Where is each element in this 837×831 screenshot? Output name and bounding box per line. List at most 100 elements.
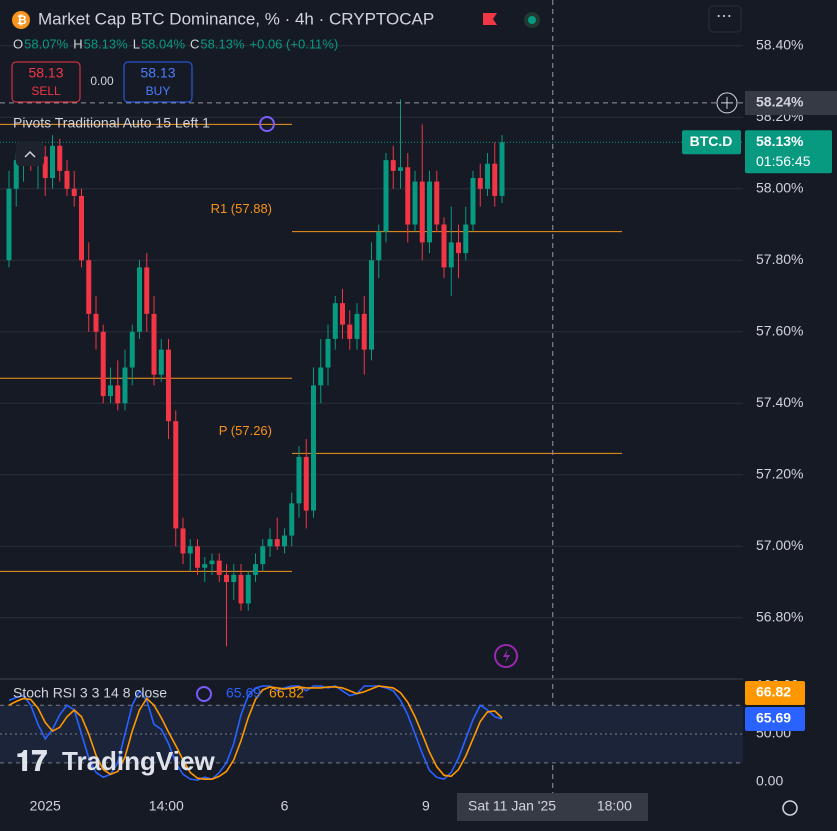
candle-body [485,163,491,189]
candle-body [405,167,411,225]
candle-body [281,535,287,547]
collapse-button[interactable] [16,142,44,166]
candle-body [13,160,19,189]
candle-body [310,385,316,511]
candle-body [49,145,55,179]
candle-body [332,303,338,339]
candle-body [325,338,331,368]
candle-body [78,195,84,261]
candle-body [180,528,186,554]
candle-body [173,421,179,529]
candle-body [165,349,171,422]
ohlc-value: 58.07% [24,36,69,51]
candle-body [376,231,382,261]
candle-body [339,303,345,325]
candle-body [107,385,113,397]
candle-body [441,224,447,268]
ohlc-value: 58.13% [84,36,129,51]
time-axis [0,795,837,831]
candle-body [6,188,12,261]
flag-icon[interactable] [483,13,497,25]
symbol-box [682,130,741,155]
chart-title: Market Cap BTC Dominance, % · 4h · CRYPT… [38,9,434,28]
candle-body [274,539,280,547]
countdown: 01:56:45 [756,153,811,169]
candle-body [158,349,164,375]
candle-body [57,145,63,171]
status-dot [528,16,536,24]
ohlc-key: L [133,36,140,51]
candle-body [303,456,309,511]
stoch-value-box [745,681,805,705]
crosshair-x-box [457,793,648,821]
candle-body [434,181,440,225]
stoch-pane: Stoch RSI 3 3 14 8 close 65.69 66.82 [0,685,743,781]
candle-body [151,313,157,375]
candle-body [252,564,258,575]
candle-body [216,560,222,575]
candle-body [64,170,70,189]
candle-body [492,163,498,196]
candle-body [398,167,404,171]
candle-body [122,367,128,404]
sell-button[interactable] [11,61,81,103]
stoch-value: 66.82 [269,685,304,701]
y-tick-label: 57.00% [756,537,803,553]
ohlc-value: 58.04% [141,36,186,51]
candle-body [194,546,200,568]
x-tick-label: 9 [422,798,430,814]
candle-body [448,242,454,268]
collapse-icon [24,150,36,158]
candle-body [202,564,208,568]
symbol-label: BTC.D [690,133,733,149]
events-icon[interactable] [494,644,518,668]
menu-icon: ⋯ [716,8,732,25]
candle-body [289,503,295,536]
stoch-icon[interactable] [196,686,212,702]
stoch-value: 65.69 [226,685,261,701]
ohlc-key: O [13,36,23,51]
candle-body [318,367,324,386]
menu-button[interactable] [708,5,742,33]
axes: 58.40%58.20%58.00%57.80%57.60%57.40%57.2… [30,36,837,821]
candle-body [209,560,215,565]
events-bolt [503,649,510,663]
x-tick-label: 6 [281,798,289,814]
y-tick-label: 57.20% [756,465,803,481]
candle-body [296,456,302,504]
buy-button[interactable] [123,61,193,103]
pane-separator [0,678,837,680]
sell-label: SELL [31,84,61,98]
candle-body [499,142,505,196]
y-tick-label: 57.60% [756,322,803,338]
candle-body [187,546,193,554]
candle-body [238,574,244,604]
plot: R1 (57.88) P (57.26) [0,0,743,795]
candle-body [383,160,389,232]
last-price-box [745,130,832,174]
pivot-label: P (57.26) [219,423,272,438]
y-tick-label: 56.80% [756,608,803,624]
candle-body [427,181,433,243]
x-tick-label: 18:00 [597,798,632,814]
y-tick-label: 0.00 [756,773,783,789]
candle-body [412,181,418,225]
btc-icon-glyph: ₿ [17,13,27,27]
candle-body [129,331,135,368]
candle-body [223,574,229,583]
candle-body [86,260,92,314]
stoch-value-label: 66.82 [756,684,791,700]
btc-icon [12,11,30,29]
candle-body [42,156,48,179]
settings-icon[interactable] [782,800,798,816]
indicator-icon[interactable] [259,116,275,132]
x-tick-label: 2025 [30,798,61,814]
last-price-label: 58.13% [756,133,804,149]
y-tick-label: 58.00% [756,179,803,195]
y-tick-label: 58.40% [756,36,803,52]
sell-price: 58.13 [28,65,63,81]
watermark: TradingView [62,746,215,776]
buy-price: 58.13 [140,65,175,81]
indicator-name: Pivots Traditional Auto 15 Left 1 [13,115,210,131]
spread: 0.00 [90,74,114,88]
